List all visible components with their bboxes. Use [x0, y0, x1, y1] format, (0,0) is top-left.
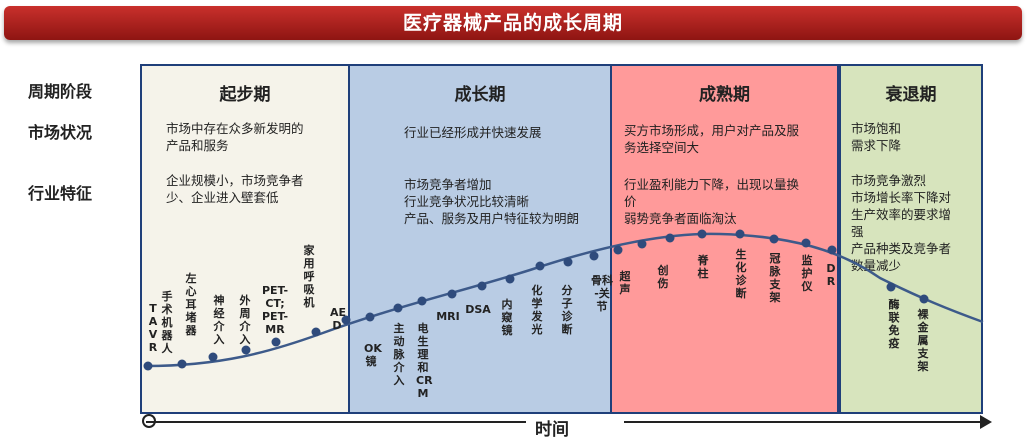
- curve-point: [697, 229, 707, 239]
- point-label: 家用呼吸机: [303, 244, 315, 309]
- point-label: PET- CT; PET- MR: [261, 284, 289, 336]
- phase-industry-text: 行业盈利能力下降，出现以量换价弱势竞争者面临淘汰: [624, 177, 800, 226]
- point-label: 骨科 -关节: [591, 274, 613, 313]
- time-axis-line-left: [146, 421, 526, 423]
- row-label-industry: 行业特征: [28, 184, 93, 203]
- time-axis-label: 时间: [535, 420, 569, 440]
- phase-title: 起步期: [219, 85, 271, 105]
- point-label: OK 镜: [364, 342, 382, 368]
- curve-points: [143, 229, 929, 371]
- curve-point: [613, 245, 623, 255]
- curve-point: [535, 261, 545, 271]
- curve-point: [365, 312, 375, 322]
- phase-industry-text: 市场竞争者增加 行业竞争状况比较清晰 产品、服务及用户特征较为明朗: [404, 177, 580, 226]
- point-label: 神经介入: [213, 294, 225, 346]
- point-label: 超声: [619, 270, 631, 296]
- phase-title: 成熟期: [699, 85, 750, 105]
- row-label-stage: 周期阶段: [28, 82, 93, 101]
- curve-point: [341, 315, 351, 325]
- point-label: 裸金属支架: [917, 308, 929, 373]
- curve-point: [801, 238, 811, 248]
- point-label: 脊柱: [697, 254, 709, 280]
- point-label: 左心耳堵器: [185, 272, 197, 337]
- point-label: 创伤: [657, 264, 669, 290]
- point-label: DSA: [465, 303, 491, 316]
- phase-market-text: 买方市场形成，用户对产品及服 务选择空间大: [624, 123, 800, 155]
- point-label: 内窥镜: [501, 298, 513, 337]
- phase-title: 成长期: [454, 85, 506, 105]
- point-label: 冠脉支架: [769, 252, 781, 304]
- curve-point: [177, 359, 187, 369]
- point-label: 监护仪: [801, 254, 813, 293]
- point-label: 主动脉介入: [393, 322, 405, 387]
- phase-title: 衰退期: [885, 85, 937, 105]
- growth-curve: [145, 232, 984, 368]
- phase-industry-text: 市场竞争激烈 市场增长率下降对 生产效率的要求增 强产品种类及竞争者 数量减少: [851, 173, 952, 273]
- time-axis-line-right: [624, 421, 982, 423]
- point-label: 生化诊断: [735, 248, 747, 300]
- curve-point: [665, 233, 675, 243]
- point-label: 手术机器人: [161, 290, 173, 355]
- curve-point: [735, 229, 745, 239]
- curve-point: [311, 327, 321, 337]
- point-label: 化学发光: [531, 284, 543, 336]
- title-banner: 医疗器械产品的成长周期: [4, 6, 1022, 40]
- phase-decline: 衰退期 市场饱和 需求下降 市场竞争激烈 市场增长率下降对 生产效率的要求增 强产品种…: [839, 64, 983, 414]
- row-label-market: 市场状况: [28, 123, 93, 142]
- phase-market-text: 行业已经形成并快速发展: [404, 125, 542, 140]
- curve-point: [769, 234, 779, 244]
- phase-mature: 成熟期 买方市场形成，用户对产品及服 务选择空间大 行业盈利能力下降，出现以量换价…: [612, 64, 839, 414]
- curve-point: [447, 289, 457, 299]
- curve-point: [143, 361, 153, 371]
- curve-point: [563, 257, 573, 267]
- point-label: 分子诊断: [561, 284, 573, 336]
- curve-point: [637, 239, 647, 249]
- phase-market-text: 市场饱和 需求下降: [851, 121, 902, 153]
- phase-market-text: 市场中存在众多新发明的 产品和服务: [166, 121, 304, 153]
- curve-point: [919, 294, 929, 304]
- curve-point: [417, 296, 427, 306]
- curve-point: [271, 337, 281, 347]
- curve-point: [208, 352, 218, 362]
- curve-point: [589, 251, 599, 261]
- point-label: 电生理和 CR M: [416, 322, 433, 400]
- point-label: MRI: [436, 310, 460, 323]
- curve-point: [477, 281, 487, 291]
- curve-point: [505, 274, 515, 284]
- curve-point: [393, 303, 403, 313]
- time-axis-arrow: [980, 415, 992, 429]
- point-label: AE D: [330, 306, 347, 332]
- phase-growth: 成长期 行业已经形成并快速发展 市场竞争者增加 行业竞争状况比较清晰 产品、服务及用…: [348, 64, 612, 414]
- phase-industry-text: 企业规模小，市场竞争者 少、企业进入壁套低: [166, 173, 304, 205]
- curve-point: [886, 282, 896, 292]
- curve-point: [241, 345, 251, 355]
- point-label: 外周介入: [239, 294, 251, 346]
- curve-point: [827, 245, 837, 255]
- point-label: 酶联免疫: [888, 298, 900, 350]
